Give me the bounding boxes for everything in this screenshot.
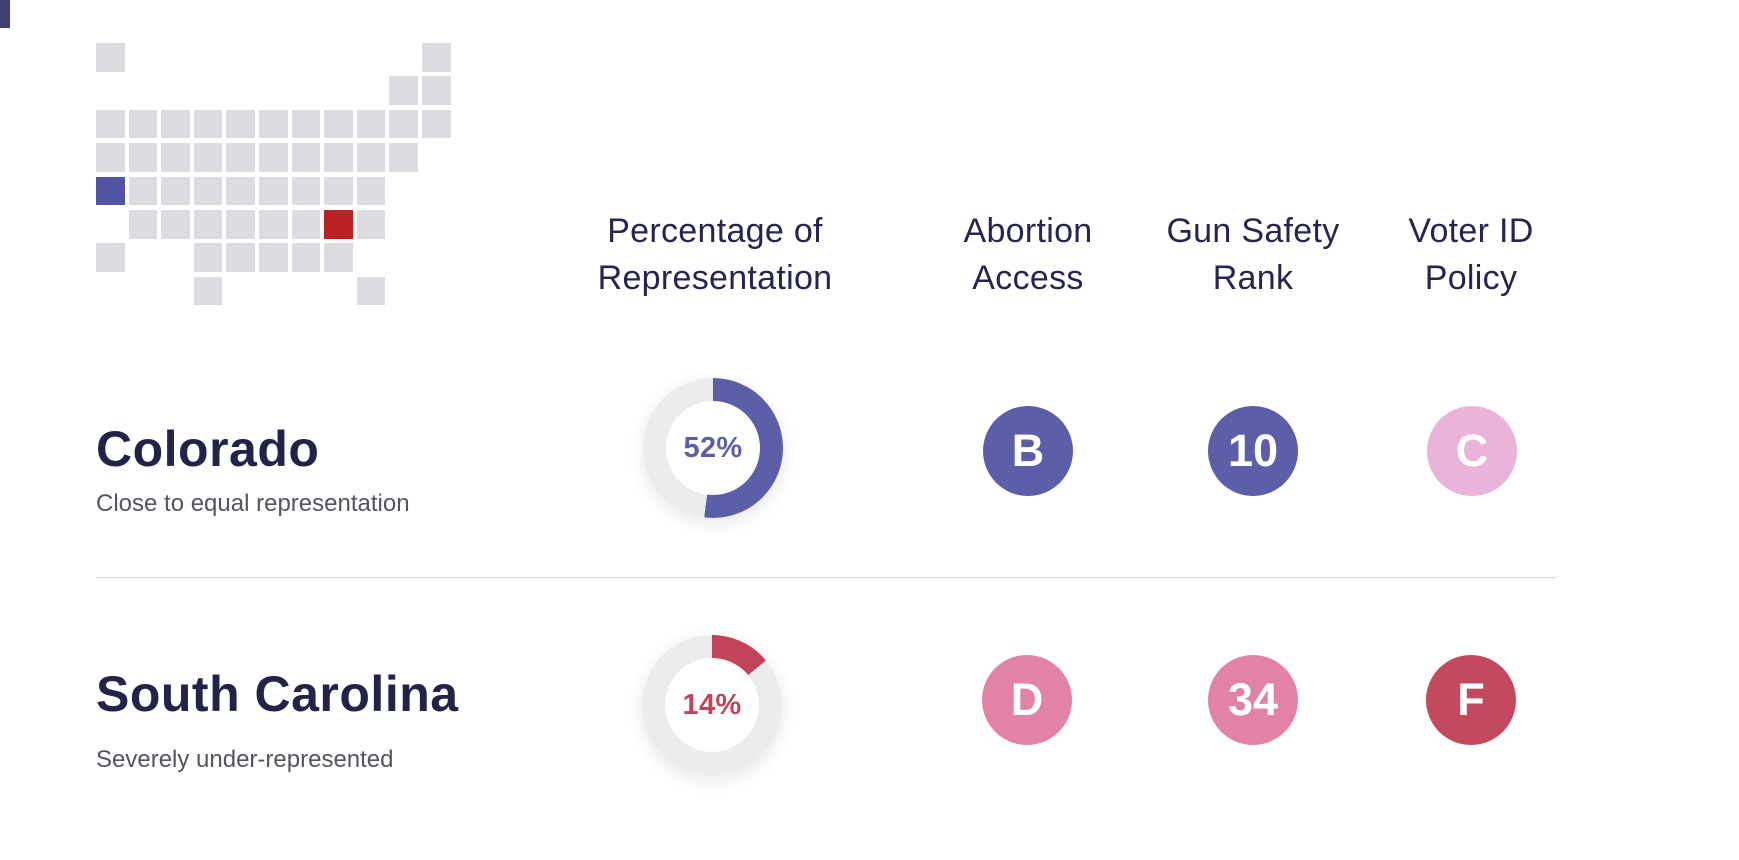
map-tile [422, 76, 451, 105]
corner-fragment [0, 0, 10, 28]
column-header-abortion-access: Abortion Access [963, 212, 1093, 297]
map-tile [193, 276, 223, 306]
abortion-access-badge-south-carolina: D [982, 655, 1072, 745]
badge-label: F [1457, 674, 1485, 725]
map-tile [356, 210, 386, 239]
abortion-access-badge-colorado: B [983, 406, 1073, 496]
badge-label: 10 [1227, 425, 1279, 476]
gun-safety-rank-badge-south-carolina: 34 [1208, 655, 1298, 745]
map-tile [161, 109, 190, 139]
us-tile-map [96, 43, 556, 353]
map-tile [259, 243, 288, 272]
map-tile [161, 210, 190, 239]
map-tile [324, 109, 353, 139]
map-tile [389, 143, 418, 172]
map-tile [128, 210, 158, 239]
map-tile [96, 109, 125, 139]
map-tile [96, 43, 125, 72]
map-tile [259, 143, 288, 172]
row-divider [96, 577, 1556, 578]
map-tile-colorado [96, 176, 125, 206]
map-tile [356, 143, 386, 172]
state-name-south-carolina: South Carolina [96, 666, 459, 722]
map-tile [259, 210, 288, 239]
map-tile [324, 243, 353, 272]
map-tile-south-carolina [324, 210, 353, 239]
column-header-voter-id-policy: Voter ID Policy [1408, 212, 1534, 297]
state-name-colorado: Colorado [96, 421, 320, 477]
column-header-gun-safety-rank: Gun Safety Rank [1166, 212, 1340, 297]
map-tile [356, 276, 386, 306]
map-tile [422, 109, 451, 139]
map-tile [291, 210, 321, 239]
map-tile [226, 143, 255, 172]
map-tile [422, 43, 451, 72]
map-tile [291, 243, 321, 272]
column-header-representation: Percentage of Representation [597, 212, 833, 297]
map-tile [226, 210, 255, 239]
map-tile [193, 109, 223, 139]
map-tile [161, 143, 190, 172]
map-tile [193, 176, 223, 206]
map-tile [226, 176, 255, 206]
map-tile [128, 109, 158, 139]
voter-id-policy-badge-south-carolina: F [1426, 655, 1516, 745]
representation-donut-south-carolina: 14% [642, 635, 782, 775]
map-tile [389, 109, 418, 139]
map-tile [128, 143, 158, 172]
gun-safety-rank-badge-colorado: 10 [1208, 406, 1298, 496]
map-tile [128, 176, 158, 206]
map-tile [259, 109, 288, 139]
badge-label: 34 [1227, 674, 1279, 725]
map-tile [324, 143, 353, 172]
representation-donut-colorado: 52% [643, 378, 783, 518]
map-tile [226, 109, 255, 139]
donut-hole: 14% [665, 658, 759, 752]
map-tile [193, 210, 223, 239]
map-tile [324, 176, 353, 206]
map-tile [291, 109, 321, 139]
badge-label: D [1010, 674, 1044, 725]
map-tile [96, 243, 125, 272]
voter-id-policy-badge-colorado: C [1427, 406, 1517, 496]
state-subtitle-south-carolina: Severely under-represented [96, 746, 394, 773]
representation-percent-colorado: 52% [683, 431, 743, 464]
representation-percent-south-carolina: 14% [682, 688, 742, 721]
map-tile [291, 176, 321, 206]
map-tile [226, 243, 255, 272]
map-tile [356, 109, 386, 139]
donut-hole: 52% [666, 401, 760, 495]
map-tile [96, 143, 125, 172]
badge-label: C [1455, 425, 1489, 476]
badge-label: B [1011, 425, 1045, 476]
map-tile [161, 176, 190, 206]
map-tile [389, 76, 418, 105]
map-tile [193, 143, 223, 172]
map-tile [356, 176, 386, 206]
state-subtitle-colorado: Close to equal representation [96, 490, 410, 517]
map-tile [259, 176, 288, 206]
map-tile [291, 143, 321, 172]
map-tile [193, 243, 223, 272]
